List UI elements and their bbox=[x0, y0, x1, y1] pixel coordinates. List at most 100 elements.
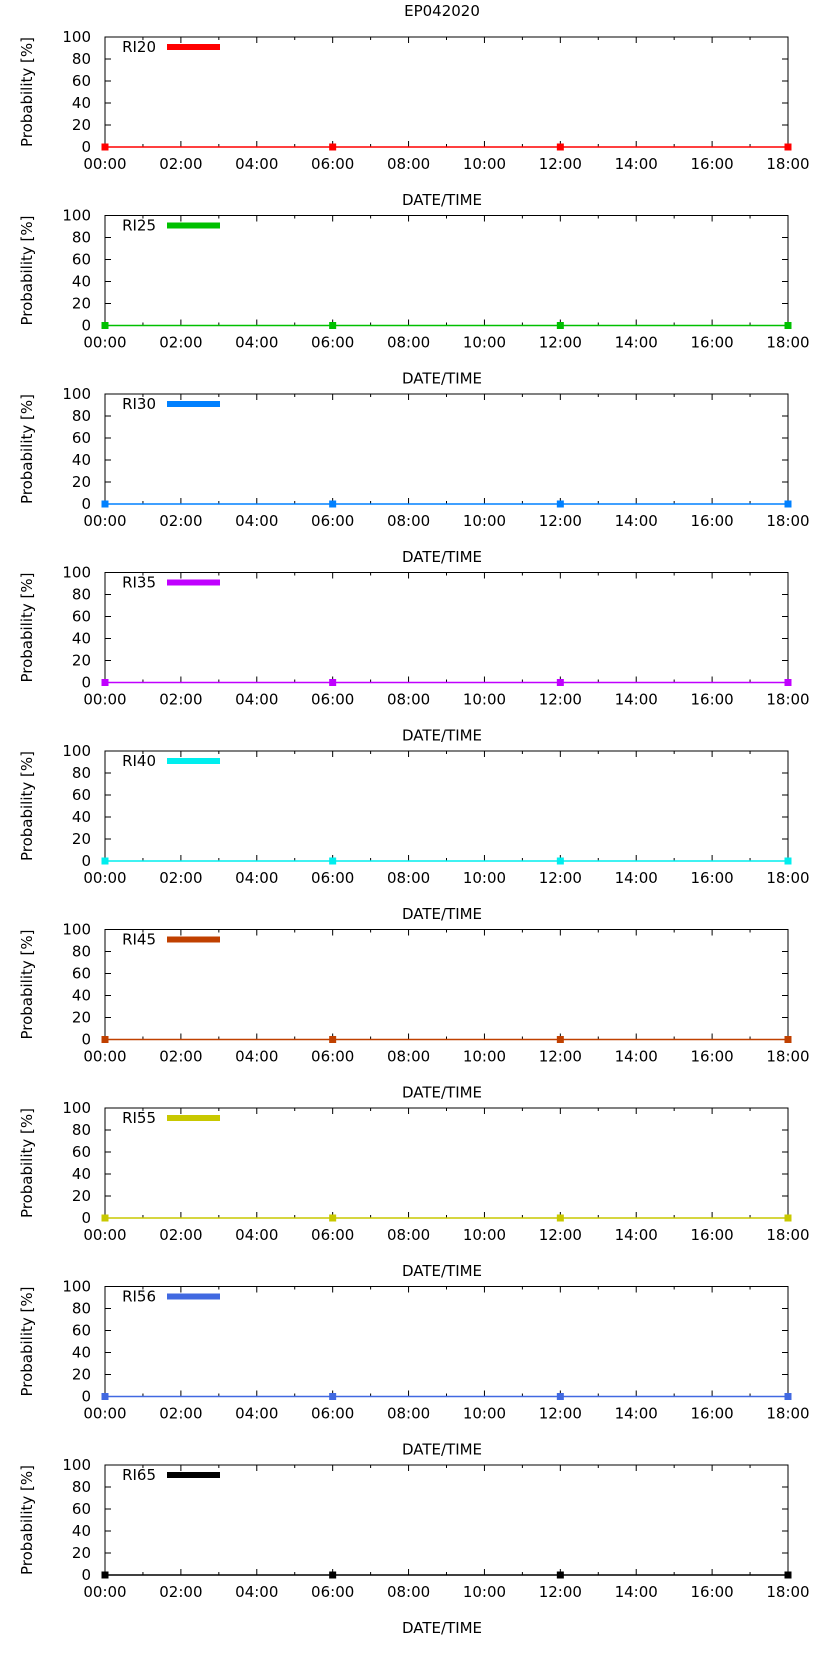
x-tick-label: 18:00 bbox=[766, 691, 809, 709]
x-tick-label: 18:00 bbox=[766, 1226, 809, 1244]
y-tick-label: 80 bbox=[72, 1300, 91, 1318]
x-axis-label: DATE/TIME bbox=[402, 1262, 482, 1280]
y-tick-label: 60 bbox=[72, 965, 91, 983]
y-tick-label: 80 bbox=[72, 1121, 91, 1139]
x-tick-label: 06:00 bbox=[311, 869, 354, 887]
y-axis-label: Probability [%] bbox=[18, 1465, 36, 1575]
data-point bbox=[329, 500, 337, 508]
x-tick-label: 00:00 bbox=[83, 1226, 126, 1244]
x-tick-label: 06:00 bbox=[311, 334, 354, 352]
x-tick-label: 08:00 bbox=[387, 1405, 430, 1423]
x-tick-label: 10:00 bbox=[463, 1226, 506, 1244]
x-tick-label: 04:00 bbox=[235, 1405, 278, 1423]
x-tick-label: 16:00 bbox=[690, 1226, 733, 1244]
y-tick-label: 60 bbox=[72, 72, 91, 90]
x-tick-label: 12:00 bbox=[539, 691, 582, 709]
y-tick-label: 80 bbox=[72, 50, 91, 68]
y-tick-label: 40 bbox=[72, 1165, 91, 1183]
y-tick-label: 80 bbox=[72, 764, 91, 782]
x-tick-label: 00:00 bbox=[83, 691, 126, 709]
panel-ri40: 0 20 40 60 80 100 00:00 02:00 04:00 06:00 08:00 10:… bbox=[18, 742, 810, 923]
y-tick-label: 20 bbox=[72, 473, 91, 491]
y-tick-label: 20 bbox=[72, 652, 91, 670]
y-tick-label: 80 bbox=[72, 586, 91, 604]
x-tick-label: 06:00 bbox=[311, 155, 354, 173]
data-point bbox=[556, 322, 564, 329]
x-tick-label: 10:00 bbox=[463, 155, 506, 173]
x-tick-label: 04:00 bbox=[235, 1226, 278, 1244]
panel-ri35: 0 20 40 60 80 100 00:00 02:00 04:00 06:00 08:00 10:… bbox=[18, 564, 810, 745]
data-point bbox=[556, 1393, 564, 1400]
x-tick-label: 10:00 bbox=[463, 334, 506, 352]
x-tick-label: 14:00 bbox=[615, 1226, 658, 1244]
legend-label: RI55 bbox=[122, 1109, 156, 1127]
x-tick-label: 14:00 bbox=[615, 155, 658, 173]
data-point bbox=[329, 1393, 337, 1400]
data-point bbox=[556, 1214, 564, 1222]
x-tick-label: 00:00 bbox=[83, 512, 126, 530]
x-tick-label: 08:00 bbox=[387, 512, 430, 530]
plot-frame bbox=[104, 750, 789, 862]
y-tick-label: 0 bbox=[81, 495, 91, 513]
y-tick-label: 0 bbox=[81, 317, 91, 335]
y-tick-label: 0 bbox=[81, 1566, 91, 1584]
y-tick-label: 20 bbox=[72, 295, 91, 313]
x-tick-label: 10:00 bbox=[463, 1048, 506, 1066]
y-tick-label: 60 bbox=[72, 251, 91, 269]
y-axis-label: Probability [%] bbox=[18, 37, 36, 147]
panel-ri55: 0 20 40 60 80 100 00:00 02:00 04:00 06:00 08:00 10:… bbox=[18, 1099, 810, 1280]
x-axis-label: DATE/TIME bbox=[402, 905, 482, 923]
y-tick-label: 60 bbox=[72, 1500, 91, 1518]
x-axis-label: DATE/TIME bbox=[402, 191, 482, 209]
x-tick-label: 14:00 bbox=[615, 691, 658, 709]
x-tick-label: 02:00 bbox=[159, 512, 202, 530]
y-tick-label: 40 bbox=[72, 1522, 91, 1540]
x-tick-label: 16:00 bbox=[690, 1048, 733, 1066]
x-tick-label: 10:00 bbox=[463, 512, 506, 530]
y-tick-label: 60 bbox=[72, 1143, 91, 1161]
x-tick-label: 06:00 bbox=[311, 512, 354, 530]
y-tick-label: 40 bbox=[72, 94, 91, 112]
y-tick-label: 100 bbox=[62, 742, 91, 760]
x-tick-label: 16:00 bbox=[690, 691, 733, 709]
x-tick-label: 08:00 bbox=[387, 1583, 430, 1601]
y-axis-label: Probability [%] bbox=[18, 572, 36, 682]
y-tick-label: 80 bbox=[72, 1478, 91, 1496]
x-tick-label: 00:00 bbox=[83, 334, 126, 352]
data-point bbox=[101, 857, 109, 865]
x-tick-label: 10:00 bbox=[463, 1583, 506, 1601]
panel-ri30: 0 20 40 60 80 100 00:00 02:00 04:00 06:00 08:00 10:… bbox=[18, 385, 810, 566]
y-axis-label: Probability [%] bbox=[18, 215, 36, 325]
x-axis-label: DATE/TIME bbox=[402, 1084, 482, 1102]
y-tick-label: 20 bbox=[72, 1009, 91, 1027]
data-point bbox=[101, 143, 109, 151]
x-tick-label: 08:00 bbox=[387, 691, 430, 709]
x-tick-label: 02:00 bbox=[159, 155, 202, 173]
legend-label: RI45 bbox=[122, 931, 156, 949]
y-tick-label: 0 bbox=[81, 1388, 91, 1406]
x-tick-label: 16:00 bbox=[690, 1405, 733, 1423]
y-tick-label: 20 bbox=[72, 1187, 91, 1205]
legend-label: RI40 bbox=[122, 752, 156, 770]
data-point bbox=[784, 1393, 792, 1400]
x-tick-label: 18:00 bbox=[766, 1583, 809, 1601]
y-tick-label: 40 bbox=[72, 808, 91, 826]
x-tick-label: 16:00 bbox=[690, 869, 733, 887]
y-tick-label: 0 bbox=[81, 674, 91, 692]
y-tick-label: 100 bbox=[62, 28, 91, 46]
data-point bbox=[329, 1036, 337, 1043]
data-point bbox=[329, 322, 337, 329]
x-tick-label: 16:00 bbox=[690, 155, 733, 173]
data-point bbox=[784, 500, 792, 508]
y-tick-label: 60 bbox=[72, 1322, 91, 1340]
x-tick-label: 04:00 bbox=[235, 691, 278, 709]
x-tick-label: 00:00 bbox=[83, 155, 126, 173]
data-point bbox=[101, 1214, 109, 1222]
x-tick-label: 18:00 bbox=[766, 1405, 809, 1423]
y-tick-label: 20 bbox=[72, 116, 91, 134]
x-tick-label: 08:00 bbox=[387, 1048, 430, 1066]
data-point bbox=[784, 322, 792, 329]
data-point bbox=[329, 679, 337, 686]
x-axis-label: DATE/TIME bbox=[402, 1441, 482, 1459]
x-tick-label: 12:00 bbox=[539, 334, 582, 352]
